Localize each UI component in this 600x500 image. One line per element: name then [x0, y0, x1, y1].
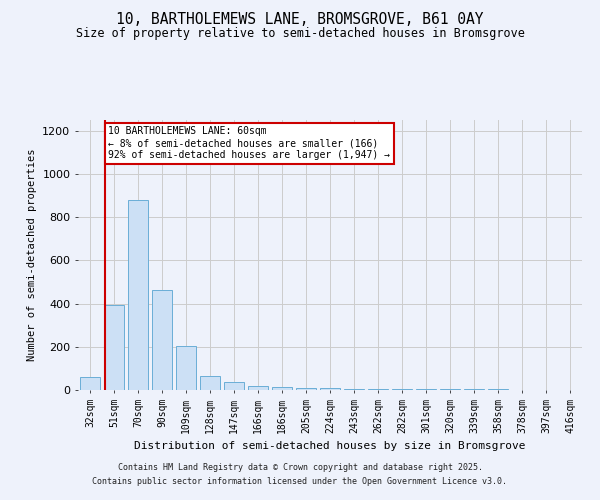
- Bar: [128, 200, 148, 390]
- Y-axis label: Number of semi-detached properties: Number of semi-detached properties: [26, 149, 37, 361]
- Bar: [224, 382, 244, 390]
- Bar: [80, 377, 100, 390]
- Bar: [368, 389, 388, 390]
- Bar: [248, 386, 268, 390]
- Bar: [344, 388, 364, 390]
- Text: 10, BARTHOLEMEWS LANE, BROMSGROVE, B61 0AY: 10, BARTHOLEMEWS LANE, BROMSGROVE, B61 0…: [116, 12, 484, 28]
- Bar: [176, 346, 196, 390]
- Text: 10 BARTHOLEMEWS LANE: 60sqm
← 8% of semi-detached houses are smaller (166)
92% o: 10 BARTHOLEMEWS LANE: 60sqm ← 8% of semi…: [109, 126, 391, 160]
- X-axis label: Distribution of semi-detached houses by size in Bromsgrove: Distribution of semi-detached houses by …: [134, 441, 526, 451]
- Text: Contains public sector information licensed under the Open Government Licence v3: Contains public sector information licen…: [92, 478, 508, 486]
- Bar: [152, 290, 172, 390]
- Bar: [200, 376, 220, 390]
- Bar: [296, 388, 316, 390]
- Text: Contains HM Land Registry data © Crown copyright and database right 2025.: Contains HM Land Registry data © Crown c…: [118, 462, 482, 471]
- Bar: [104, 304, 124, 390]
- Bar: [416, 389, 436, 390]
- Bar: [392, 389, 412, 390]
- Bar: [272, 387, 292, 390]
- Text: Size of property relative to semi-detached houses in Bromsgrove: Size of property relative to semi-detach…: [76, 28, 524, 40]
- Bar: [320, 388, 340, 390]
